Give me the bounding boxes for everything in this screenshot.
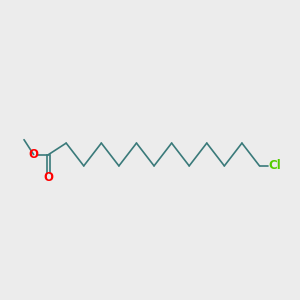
Text: Cl: Cl — [269, 159, 282, 172]
Text: O: O — [28, 148, 39, 161]
Text: O: O — [44, 171, 54, 184]
